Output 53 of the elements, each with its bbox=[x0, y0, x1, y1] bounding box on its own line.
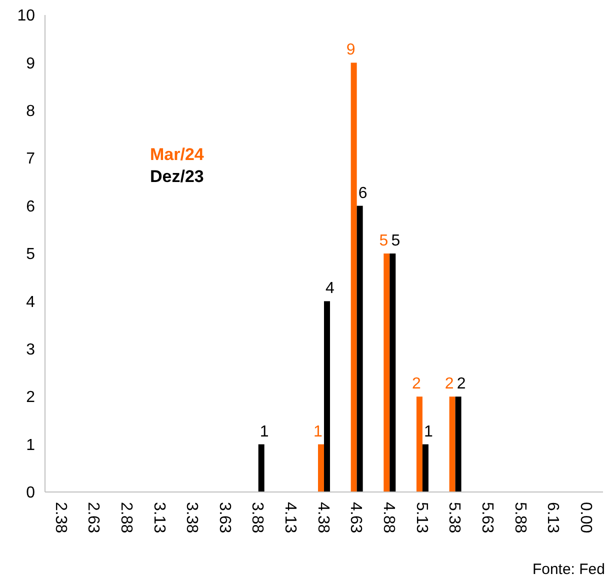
x-tick-label: 5.88 bbox=[511, 502, 528, 534]
text: Mar/24 bbox=[150, 145, 204, 164]
y-tick-label: 1 bbox=[26, 436, 36, 454]
bar bbox=[449, 396, 456, 492]
data-label: 5 bbox=[391, 232, 400, 250]
y-tick-label: 8 bbox=[26, 103, 36, 120]
x-tick-label: 4.63 bbox=[347, 502, 364, 534]
data-label: 2 bbox=[444, 376, 454, 393]
x-tick-label: 5.13 bbox=[412, 502, 430, 534]
y-tick-label: 9 bbox=[26, 55, 36, 72]
x-tick-label: 4.88 bbox=[380, 502, 398, 534]
x-tick-label: 3.88 bbox=[248, 502, 266, 534]
x-tick-label: 3.38 bbox=[183, 502, 200, 534]
y-tick-label: 3 bbox=[26, 342, 36, 358]
bar bbox=[318, 444, 324, 492]
bar bbox=[422, 444, 428, 492]
bar bbox=[356, 206, 363, 492]
data-label: 1 bbox=[424, 423, 434, 440]
y-tick-label: 6 bbox=[26, 198, 36, 216]
bar bbox=[390, 254, 396, 492]
data-label: 1 bbox=[314, 423, 323, 440]
data-label: 1 bbox=[260, 423, 269, 440]
y-tick-label: 2 bbox=[26, 389, 36, 406]
x-tick-label: 4.38 bbox=[314, 502, 332, 534]
y-tick-label: 7 bbox=[26, 150, 36, 168]
y-tick-label: 4 bbox=[26, 294, 36, 311]
data-label: 2 bbox=[412, 376, 422, 393]
bar bbox=[258, 444, 264, 492]
x-tick-label: 5.38 bbox=[446, 502, 463, 534]
data-label: 4 bbox=[326, 280, 335, 298]
bar bbox=[324, 301, 330, 492]
x-tick-label: 5.63 bbox=[478, 502, 496, 534]
x-tick-label: 3.63 bbox=[216, 502, 233, 534]
y-tick-label: 5 bbox=[26, 246, 36, 264]
bar bbox=[384, 254, 390, 492]
x-tick-label: 4.13 bbox=[282, 502, 299, 534]
x-tick-label: 2.63 bbox=[84, 502, 102, 534]
source-note: Fonte: Fed bbox=[532, 561, 605, 578]
data-label: 9 bbox=[346, 42, 356, 59]
x-tick-label: 2.88 bbox=[117, 502, 134, 534]
bar bbox=[416, 396, 422, 492]
x-tick-label: 0.00 bbox=[576, 502, 594, 534]
x-tick-label: 2.38 bbox=[52, 502, 69, 534]
bar bbox=[350, 62, 357, 492]
data-label: 5 bbox=[379, 232, 388, 250]
y-tick-label: 10 bbox=[17, 8, 36, 25]
y-tick-label: 0 bbox=[26, 484, 36, 502]
bar bbox=[455, 396, 462, 492]
x-tick-label: 6.13 bbox=[544, 502, 562, 534]
text: Dez/23 bbox=[150, 167, 204, 186]
x-tick-label: 3.13 bbox=[150, 502, 168, 534]
data-label: 6 bbox=[358, 184, 368, 202]
data-label: 2 bbox=[456, 376, 466, 393]
